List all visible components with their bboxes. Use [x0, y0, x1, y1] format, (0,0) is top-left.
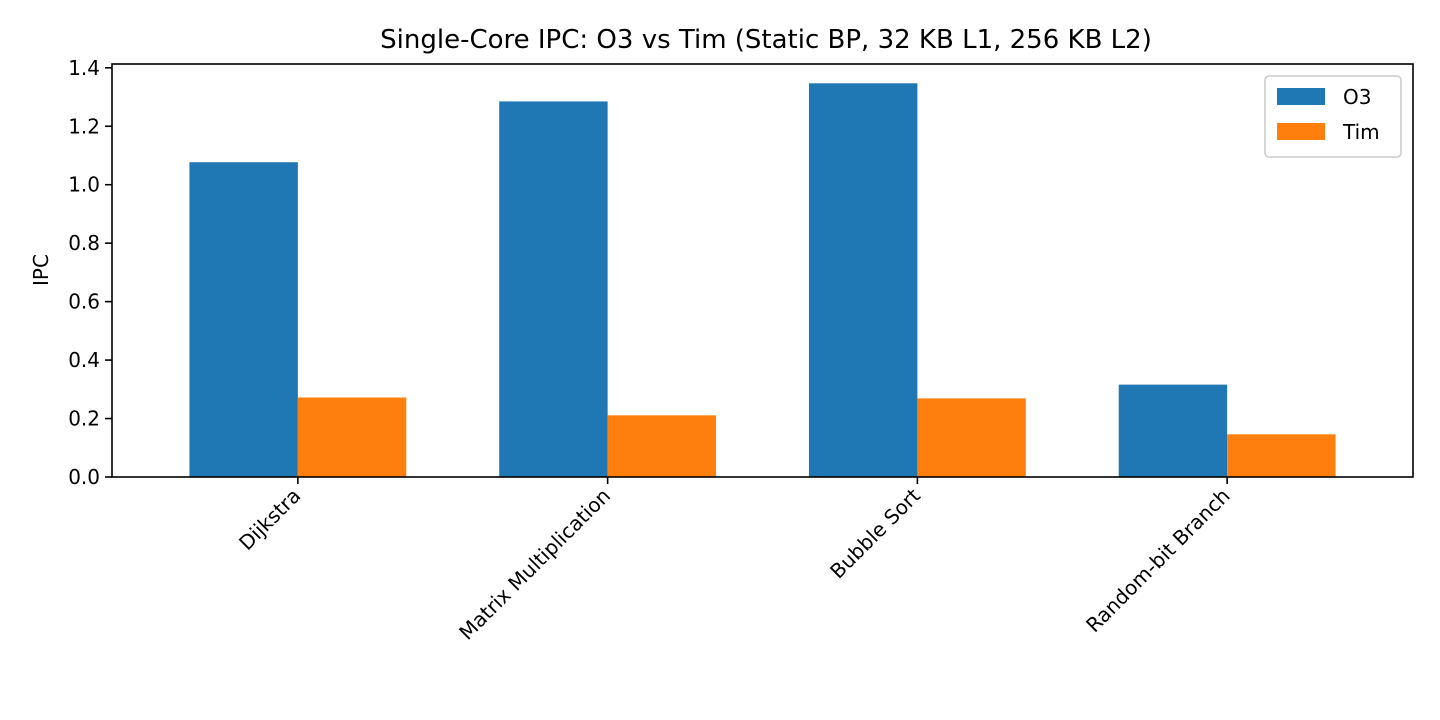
y-tick-label: 0.8	[68, 231, 100, 255]
bar-o3-0	[189, 162, 298, 477]
y-tick-label: 0.4	[68, 348, 100, 372]
y-tick-label: 1.2	[68, 114, 100, 138]
bar-o3-1	[499, 101, 608, 477]
bar-o3-3	[1118, 384, 1228, 477]
plot-frame	[111, 63, 1414, 478]
y-tick-label: 1.4	[68, 56, 100, 80]
y-tick-label: 0.2	[68, 407, 100, 431]
y-tick-label: 1.0	[68, 173, 100, 197]
legend: O3 Tim	[1264, 75, 1402, 158]
y-tick-label: 0.0	[68, 465, 100, 489]
legend-swatch-tim	[1277, 123, 1325, 140]
bar-tim-0	[297, 397, 407, 477]
legend-label-o3: O3	[1343, 85, 1371, 109]
y-tick-label: 0.6	[68, 290, 100, 314]
bar-tim-2	[917, 398, 1026, 477]
y-axis-label: IPC	[29, 254, 53, 286]
legend-swatch-o3	[1277, 88, 1325, 105]
chart-title: Single-Core IPC: O3 vs Tim (Static BP, 3…	[380, 25, 1152, 55]
bar-tim-3	[1227, 434, 1336, 477]
bar-tim-1	[607, 415, 717, 477]
legend-label-tim: Tim	[1342, 120, 1380, 144]
bars-group	[189, 83, 1336, 478]
bar-o3-2	[808, 83, 918, 478]
y-axis: 0.0 0.2 0.4 0.6 0.8 1.0 1.2 1.4	[68, 56, 112, 489]
